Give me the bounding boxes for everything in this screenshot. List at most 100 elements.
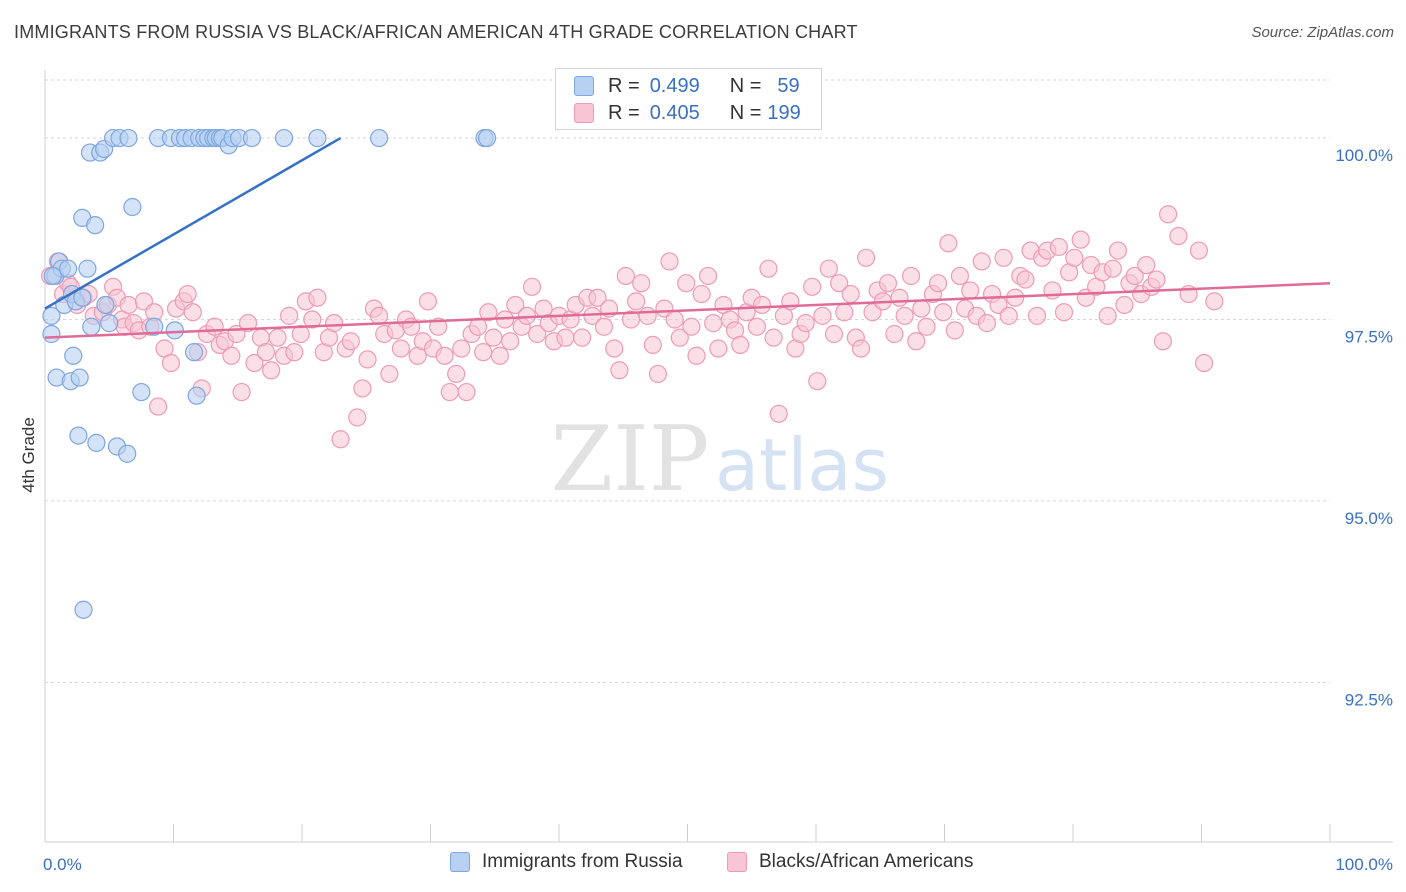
- data-point-black: [692, 284, 711, 304]
- data-point-black: [353, 379, 372, 398]
- data-point-black: [222, 346, 241, 365]
- data-point-black: [912, 299, 931, 318]
- data-point-black: [501, 332, 520, 351]
- data-point-black: [370, 306, 389, 325]
- data-point-black: [506, 295, 525, 315]
- watermark-zip: ZIP: [551, 407, 710, 512]
- data-point-black: [178, 284, 197, 304]
- data-point-russia: [86, 216, 105, 235]
- data-point-russia: [119, 128, 138, 148]
- data-point-black: [626, 292, 646, 311]
- data-point-russia: [59, 259, 78, 278]
- data-point-black: [119, 295, 138, 315]
- data-point-black: [291, 324, 310, 344]
- data-point-black: [616, 266, 635, 286]
- data-point-russia: [274, 128, 294, 148]
- data-point-black: [528, 324, 547, 344]
- data-point-russia: [70, 368, 89, 387]
- data-point-russia: [100, 314, 119, 333]
- data-point-russia: [477, 128, 497, 148]
- data-point-black: [704, 314, 723, 333]
- n-label: N =: [729, 101, 762, 124]
- data-point-black: [824, 324, 844, 344]
- data-point-russia: [184, 343, 204, 362]
- data-point-black: [994, 248, 1013, 267]
- r-value: 0.499: [649, 74, 700, 97]
- data-point-black: [348, 408, 367, 427]
- legend-swatch-pink: [574, 103, 594, 123]
- data-point-black: [1169, 226, 1188, 246]
- data-point-black: [759, 259, 778, 278]
- r-value: 0.405: [649, 101, 700, 124]
- data-point-black: [391, 339, 411, 358]
- data-point-russia: [82, 317, 101, 336]
- data-point-black: [1016, 270, 1035, 289]
- data-point-black: [490, 346, 509, 365]
- data-point-black: [238, 314, 258, 333]
- data-point-black: [660, 252, 679, 271]
- data-point-black: [468, 317, 488, 336]
- x-tick-label: 100.0%: [1335, 855, 1393, 874]
- chart-title: IMMIGRANTS FROM RUSSIA VS BLACK/AFRICAN …: [14, 22, 858, 42]
- r-label: R =: [608, 101, 640, 124]
- data-point-russia: [145, 317, 164, 336]
- data-point-black: [939, 234, 958, 253]
- data-point-black: [1115, 295, 1134, 315]
- data-point-black: [670, 328, 689, 347]
- data-point-black: [268, 328, 287, 347]
- y-axis-label: 4th Grade: [19, 417, 38, 493]
- data-point-russia: [187, 386, 206, 405]
- data-point-black: [808, 372, 827, 391]
- data-point-black: [1049, 237, 1068, 257]
- trend-line-russia: [44, 136, 342, 310]
- data-point-black: [928, 274, 948, 293]
- data-point-black: [303, 310, 322, 329]
- data-point-black: [665, 310, 684, 329]
- data-point-russia: [43, 266, 62, 286]
- data-point-russia: [132, 382, 151, 402]
- data-point-black: [262, 361, 281, 380]
- r-label: R =: [608, 74, 640, 97]
- data-point-black: [435, 346, 454, 365]
- data-point-black: [1065, 248, 1084, 267]
- data-point-black: [682, 317, 701, 336]
- data-point-black: [1205, 292, 1224, 311]
- bottom-swatch-blue: [450, 852, 470, 872]
- data-point-black: [1189, 241, 1209, 260]
- data-point-black: [830, 274, 849, 293]
- data-point-black: [638, 306, 657, 325]
- data-point-russia: [69, 426, 88, 445]
- data-point-black: [452, 339, 471, 358]
- data-point-black: [447, 364, 466, 384]
- data-point-black: [835, 303, 854, 322]
- data-point-black: [280, 306, 299, 325]
- data-point-black: [687, 346, 706, 365]
- blue-points: [42, 128, 497, 619]
- data-point-black: [1071, 230, 1090, 249]
- data-point-black: [1103, 259, 1122, 278]
- data-point-black: [945, 321, 964, 340]
- bottom-legend-russia: Immigrants from Russia: [450, 851, 683, 873]
- data-point-black: [474, 343, 493, 362]
- x-tick-label: 0.0%: [43, 855, 82, 874]
- y-tick-label: 92.5%: [1345, 690, 1393, 709]
- data-point-black: [961, 281, 980, 300]
- data-point-black: [331, 430, 350, 449]
- data-point-russia: [370, 128, 389, 148]
- data-point-black: [610, 361, 629, 380]
- data-point-black: [972, 252, 991, 271]
- data-point-black: [285, 343, 304, 362]
- data-point-russia: [165, 321, 184, 340]
- data-point-black: [1153, 332, 1173, 351]
- n-value: 59: [777, 74, 800, 97]
- data-point-black: [934, 303, 953, 322]
- data-point-black: [890, 288, 909, 307]
- data-point-russia: [78, 259, 97, 278]
- data-point-russia: [118, 444, 137, 463]
- source-credit: Source: ZipAtlas.com: [1251, 24, 1394, 41]
- data-point-black: [183, 303, 202, 322]
- data-point-black: [841, 284, 860, 304]
- data-point-black: [573, 328, 592, 347]
- data-point-black: [803, 277, 822, 296]
